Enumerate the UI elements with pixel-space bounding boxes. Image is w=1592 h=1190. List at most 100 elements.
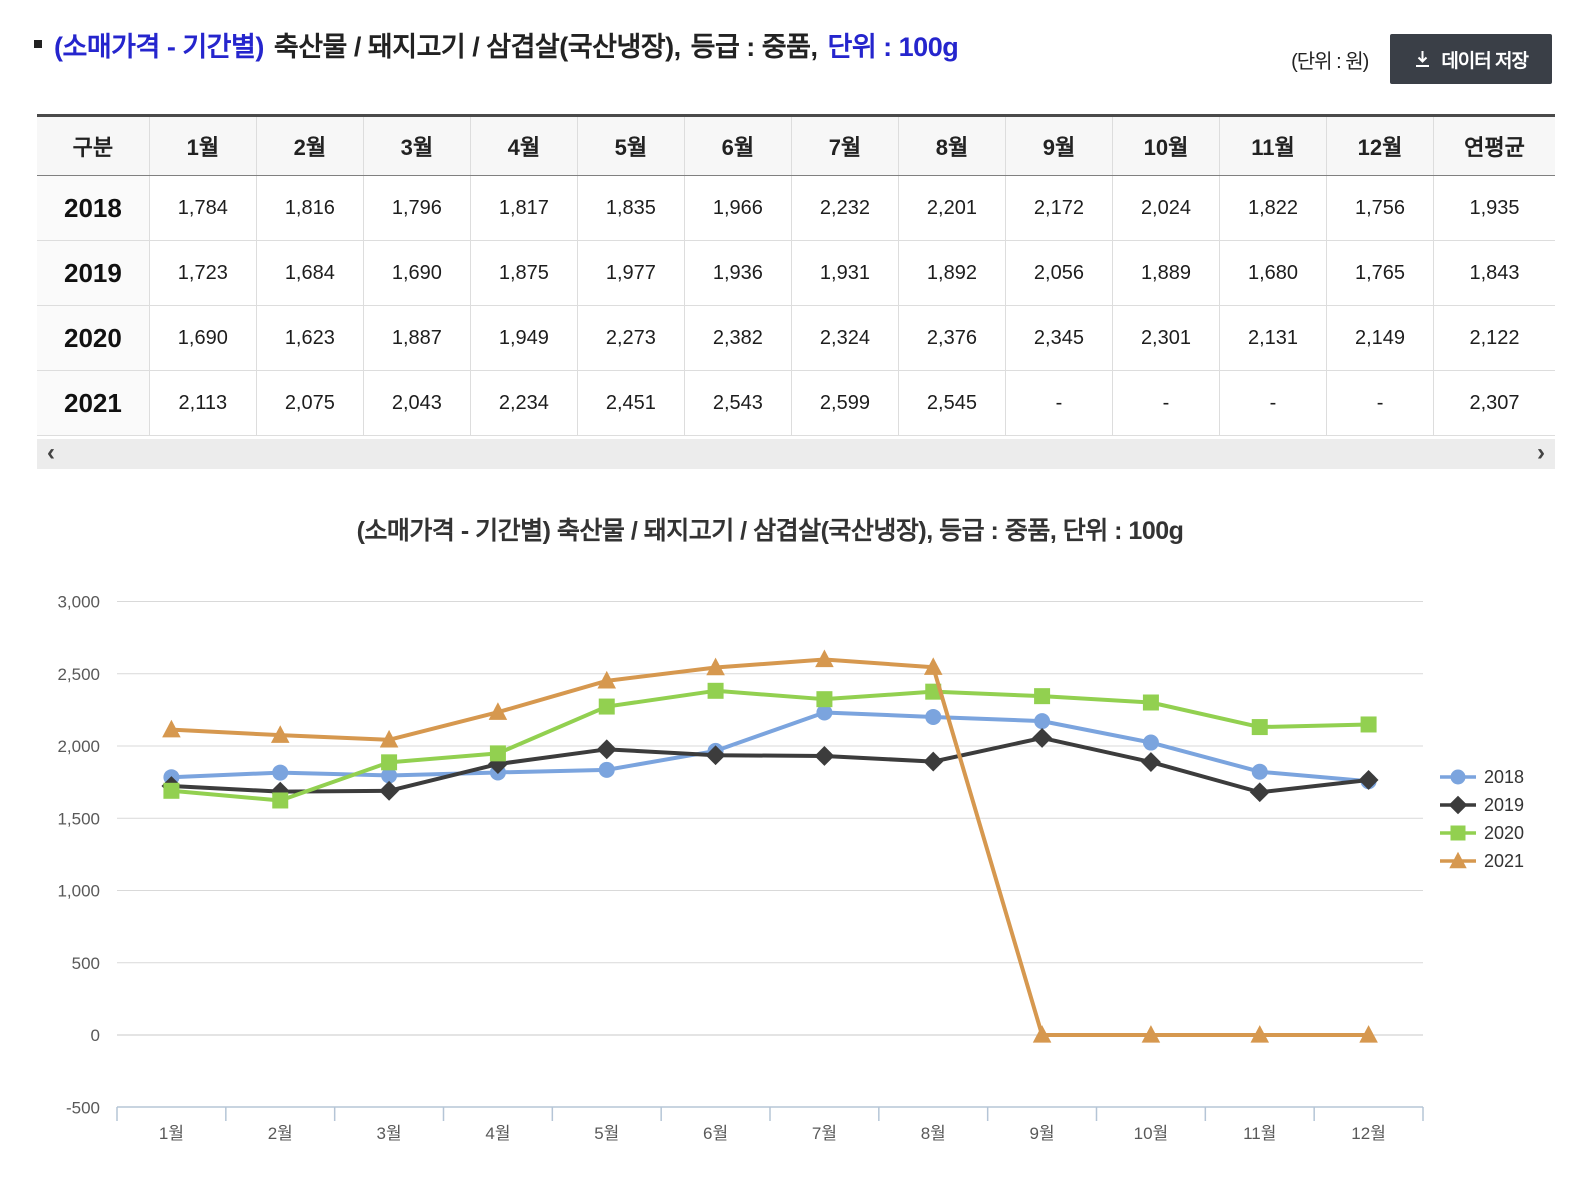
- table-cell: 1,892: [897, 240, 1006, 306]
- legend-item-2021[interactable]: 2021: [1440, 851, 1524, 871]
- save-data-button[interactable]: 데이터 저장: [1390, 34, 1552, 84]
- unit-note: (단위 : 원): [1291, 50, 1369, 73]
- table-cell: 1,835: [576, 175, 685, 241]
- table-row-2021: 2021 2,113 2,075 2,043 2,234 2,451 2,543 2,599 2…: [37, 370, 1555, 436]
- chart-legend: 2018 2019 2020 2021: [1440, 767, 1524, 871]
- line-chart: (소매가격 - 기간별) 축산물 / 돼지고기 / 삼겹살(국산냉장), 등급 …: [57, 517, 1524, 1143]
- year-cell: 2019: [37, 240, 150, 306]
- svg-text:3,000: 3,000: [57, 593, 100, 612]
- svg-text:9월: 9월: [1030, 1124, 1055, 1143]
- chart-title: (소매가격 - 기간별) 축산물 / 돼지고기 / 삼겹살(국산냉장), 등급 …: [357, 517, 1184, 545]
- title-grade: 등급 : 중품,: [690, 32, 818, 62]
- svg-text:2,500: 2,500: [57, 665, 100, 684]
- year-cell: 2020: [37, 305, 150, 371]
- table-cell: 1,680: [1218, 240, 1327, 306]
- table-cell: 1,822: [1218, 175, 1327, 241]
- table-cell: 1,935: [1433, 175, 1555, 241]
- scroll-right-icon[interactable]: ›: [1537, 439, 1545, 467]
- table-cell: 1,817: [469, 175, 578, 241]
- table-cell: 2,113: [148, 370, 257, 436]
- table-cell: -: [1325, 370, 1434, 436]
- table-cell: 1,843: [1433, 240, 1555, 306]
- table-cell: 2,131: [1218, 305, 1327, 371]
- col-header-11월: 11월: [1218, 115, 1327, 176]
- x-axis: 1월 2월 3월 4월 5월 6월 7월 8월 9월 10월 11월 12월: [116, 1106, 1424, 1143]
- svg-text:10월: 10월: [1134, 1124, 1169, 1143]
- chart-section: (소매가격 - 기간별) 축산물 / 돼지고기 / 삼겹살(국산냉장), 등급 …: [0, 487, 1592, 1187]
- year-cell: 2021: [37, 370, 150, 436]
- table-cell: 1,756: [1325, 175, 1434, 241]
- svg-text:-500: -500: [66, 1098, 100, 1117]
- table-cell: 1,889: [1111, 240, 1220, 306]
- table-cell: 2,599: [790, 370, 899, 436]
- col-header-1월: 1월: [148, 115, 257, 176]
- table-cell: 2,543: [683, 370, 792, 436]
- svg-text:6월: 6월: [703, 1124, 728, 1143]
- table-cell: 1,765: [1325, 240, 1434, 306]
- table-cell: 1,816: [255, 175, 364, 241]
- table-cell: 2,234: [469, 370, 578, 436]
- svg-text:2,000: 2,000: [57, 737, 100, 756]
- col-header-9월: 9월: [1004, 115, 1113, 176]
- col-header-7월: 7월: [790, 115, 899, 176]
- table-cell: 2,024: [1111, 175, 1220, 241]
- table-cell: 2,451: [576, 370, 685, 436]
- table-cell: 2,324: [790, 305, 899, 371]
- svg-text:2018: 2018: [1484, 767, 1524, 787]
- svg-text:5월: 5월: [594, 1124, 619, 1143]
- table-cell: 2,043: [362, 370, 471, 436]
- table-cell: 1,623: [255, 305, 364, 371]
- svg-text:0: 0: [91, 1026, 100, 1045]
- legend-item-2019[interactable]: 2019: [1440, 795, 1524, 815]
- price-table: 구분 1월 2월 3월 4월 5월 6월 7월 8월 9월 10월 11월 12월 연평균 2018 1,7…: [37, 114, 1555, 436]
- title-main: 축산물 / 돼지고기 / 삼겹살(국산냉장),: [273, 32, 681, 62]
- table-cell: 1,796: [362, 175, 471, 241]
- table-cell: 2,382: [683, 305, 792, 371]
- table-cell: 1,690: [362, 240, 471, 306]
- col-header-10월: 10월: [1111, 115, 1220, 176]
- table-cell: 2,545: [897, 370, 1006, 436]
- title-bullet-icon: [34, 40, 42, 48]
- table-header-row: 구분 1월 2월 3월 4월 5월 6월 7월 8월 9월 10월 11월 12월 연평균: [37, 115, 1555, 176]
- series-2020: [163, 682, 1377, 809]
- table-row-2018: 2018 1,784 1,816 1,796 1,817 1,835 1,966 2,232 2…: [37, 175, 1555, 241]
- svg-text:12월: 12월: [1351, 1124, 1386, 1143]
- svg-text:1,000: 1,000: [57, 882, 100, 901]
- table-hscrollbar[interactable]: ‹ ›: [37, 439, 1555, 469]
- price-table-section: 구분 1월 2월 3월 4월 5월 6월 7월 8월 9월 10월 11월 12월 연평균 2018 1,7…: [37, 114, 1555, 469]
- col-header-12월: 12월: [1325, 115, 1434, 176]
- table-cell: 2,301: [1111, 305, 1220, 371]
- y-axis-labels: -500 0 500 1,000 1,500 2,000 2,500 3,000: [57, 593, 100, 1118]
- legend-item-2020[interactable]: 2020: [1440, 823, 1524, 843]
- svg-text:1,500: 1,500: [57, 809, 100, 828]
- table-cell: 1,875: [469, 240, 578, 306]
- table-cell: 2,201: [897, 175, 1006, 241]
- scroll-left-icon[interactable]: ‹: [47, 439, 55, 467]
- table-cell: 2,075: [255, 370, 364, 436]
- col-header-5월: 5월: [576, 115, 685, 176]
- table-cell: 1,936: [683, 240, 792, 306]
- table-row-2019: 2019 1,723 1,684 1,690 1,875 1,977 1,936 1,931 1…: [37, 240, 1555, 306]
- table-cell: 1,966: [683, 175, 792, 241]
- table-cell: -: [1004, 370, 1113, 436]
- col-header-gubun: 구분: [37, 115, 150, 176]
- svg-text:2020: 2020: [1484, 823, 1524, 843]
- table-cell: 1,977: [576, 240, 685, 306]
- col-header-6월: 6월: [683, 115, 792, 176]
- title-prefix: (소매가격 - 기간별): [54, 32, 264, 62]
- table-cell: 2,273: [576, 305, 685, 371]
- table-cell: 1,723: [148, 240, 257, 306]
- table-cell: 1,949: [469, 305, 578, 371]
- svg-text:3월: 3월: [377, 1124, 402, 1143]
- table-cell: 2,172: [1004, 175, 1113, 241]
- table-row-2020: 2020 1,690 1,623 1,887 1,949 2,273 2,382 2,324 2…: [37, 305, 1555, 371]
- svg-text:8월: 8월: [921, 1124, 946, 1143]
- page-header: (소매가격 - 기간별) 축산물 / 돼지고기 / 삼겹살(국산냉장), 등급 : …: [0, 0, 1592, 84]
- table-cell: 2,345: [1004, 305, 1113, 371]
- legend-item-2018[interactable]: 2018: [1440, 767, 1524, 787]
- table-cell: 2,307: [1433, 370, 1555, 436]
- col-header-3월: 3월: [362, 115, 471, 176]
- table-cell: 1,684: [255, 240, 364, 306]
- save-button-label: 데이터 저장: [1441, 50, 1529, 72]
- svg-text:4월: 4월: [485, 1124, 510, 1143]
